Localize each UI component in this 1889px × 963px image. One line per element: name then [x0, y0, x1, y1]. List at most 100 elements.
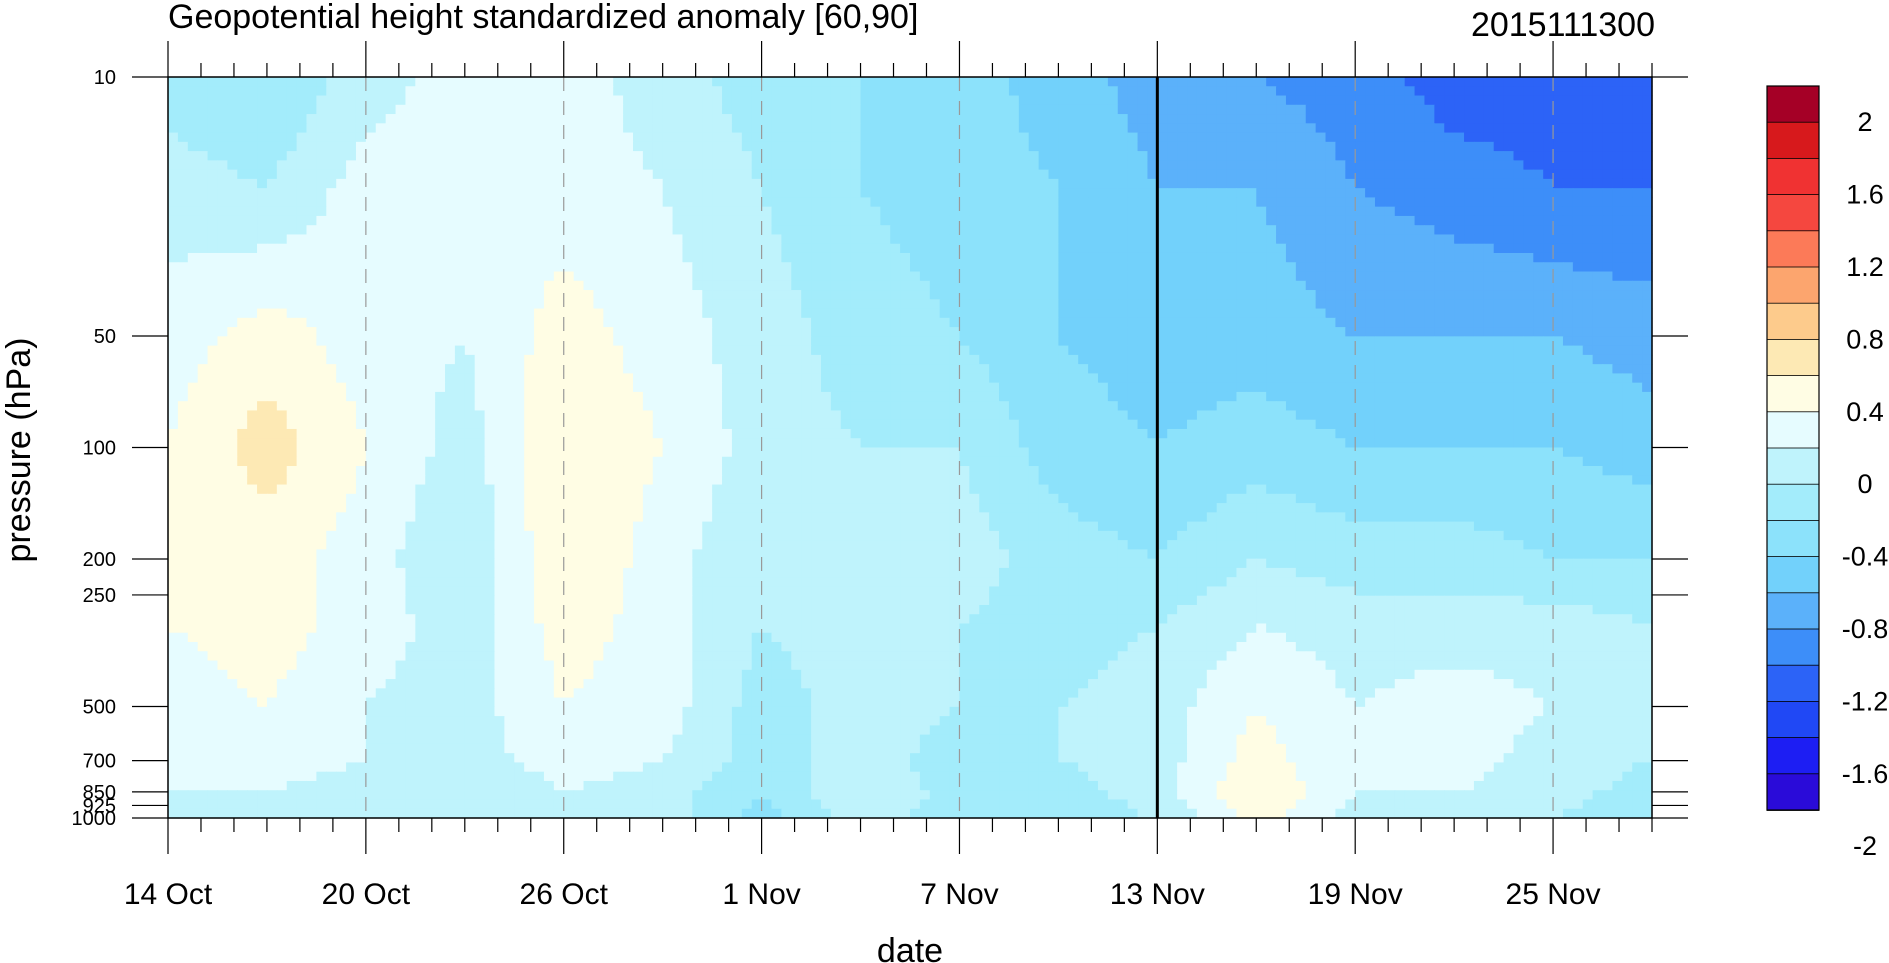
field-cell [1493, 364, 1505, 374]
field-cell [1335, 206, 1346, 217]
field-cell [1137, 141, 1149, 152]
field-cell [989, 364, 1000, 374]
field-cell [1602, 327, 1614, 337]
field-cell [1008, 104, 1020, 115]
field-cell [306, 160, 317, 171]
field-cell [613, 308, 624, 319]
field-cell [959, 280, 970, 291]
field-cell [1167, 243, 1178, 254]
field-cell [1088, 188, 1099, 199]
field-cell [870, 123, 881, 134]
field-cell [435, 132, 446, 143]
field-cell [1196, 290, 1208, 300]
field-cell [197, 234, 209, 245]
field-cell [1473, 327, 1485, 337]
field-cell [603, 317, 614, 328]
field-cell [1473, 77, 1485, 87]
field-cell [326, 290, 337, 300]
field-cell [1562, 308, 1574, 319]
field-cell [989, 86, 1000, 97]
field-cell [623, 77, 634, 87]
field-cell [573, 95, 585, 106]
field-cell [524, 215, 535, 226]
field-cell [1493, 225, 1505, 236]
field-cell [939, 271, 951, 282]
field-cell [445, 262, 456, 273]
field-cell [1285, 206, 1297, 217]
field-cell [1187, 169, 1198, 180]
field-cell [474, 364, 486, 374]
field-cell [632, 104, 644, 115]
field-cell [563, 234, 575, 245]
field-cell [207, 104, 219, 115]
field-cell [1493, 169, 1505, 180]
field-cell [949, 188, 961, 199]
field-cell [1562, 114, 1574, 124]
field-cell [751, 77, 763, 87]
field-cell [1127, 364, 1139, 374]
field-cell [1276, 327, 1287, 337]
field-cell [197, 252, 209, 263]
field-cell [722, 252, 733, 263]
field-cell [910, 188, 921, 199]
field-cell [474, 382, 486, 393]
field-cell [1424, 299, 1435, 310]
field-cell [840, 225, 852, 236]
field-cell [662, 373, 674, 384]
field-cell [454, 354, 466, 365]
field-cell [316, 336, 327, 347]
field-cell [1325, 354, 1337, 365]
field-cell [820, 206, 832, 217]
field-cell [840, 95, 852, 106]
field-cell [217, 104, 228, 115]
field-cell [1315, 197, 1327, 208]
field-cell [1147, 95, 1158, 106]
field-cell [1622, 345, 1633, 356]
field-cell [692, 317, 703, 328]
field-cell [1107, 132, 1119, 143]
field-cell [652, 86, 664, 97]
field-cell [761, 114, 773, 124]
field-cell [1058, 317, 1069, 328]
field-cell [929, 169, 941, 180]
field-cell [1424, 114, 1435, 124]
field-cell [494, 234, 505, 245]
field-cell [316, 243, 327, 254]
field-cell [1424, 160, 1435, 171]
field-cell [791, 188, 802, 199]
field-cell [1177, 215, 1188, 226]
field-cell [1058, 188, 1069, 199]
field-cell [929, 252, 941, 263]
field-cell [346, 364, 357, 374]
field-cell [712, 252, 723, 263]
field-cell [1365, 132, 1376, 143]
field-cell [296, 373, 308, 384]
field-cell [415, 141, 426, 152]
field-cell [642, 299, 654, 310]
field-cell [1424, 86, 1435, 97]
field-cell [870, 308, 881, 319]
field-cell [504, 382, 515, 393]
field-cell [910, 299, 921, 310]
field-cell [662, 364, 674, 374]
field-cell [702, 327, 713, 337]
field-cell [1335, 336, 1346, 347]
field-cell [336, 104, 347, 115]
field-cell [603, 197, 614, 208]
field-cell [257, 169, 268, 180]
field-cell [524, 290, 535, 300]
field-cell [563, 215, 575, 226]
field-cell [217, 160, 228, 171]
field-cell [1137, 160, 1149, 171]
field-cell [1622, 252, 1633, 263]
field-cell [524, 86, 535, 97]
field-cell [1256, 345, 1267, 356]
field-cell [573, 160, 585, 171]
field-cell [1384, 206, 1396, 217]
field-cell [1513, 77, 1524, 87]
field-cell [1137, 132, 1149, 143]
field-cell [524, 225, 535, 236]
field-cell [504, 197, 515, 208]
field-cell [1157, 299, 1168, 310]
field-cell [1414, 188, 1426, 199]
